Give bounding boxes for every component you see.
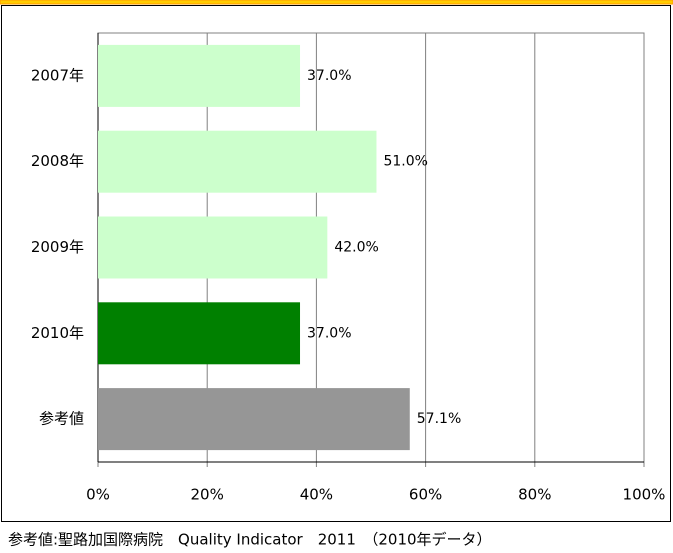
x-tick-label: 80% bbox=[518, 486, 551, 504]
data-label: 37.0% bbox=[307, 68, 351, 84]
bar bbox=[98, 302, 301, 365]
bar bbox=[98, 388, 410, 451]
data-label: 37.0% bbox=[307, 325, 351, 341]
x-tick-label: 0% bbox=[86, 486, 110, 504]
x-tick-label: 20% bbox=[191, 486, 224, 504]
y-tick-label: 2009年 bbox=[31, 238, 84, 256]
x-tick-label: 60% bbox=[409, 486, 442, 504]
note: 参考値:聖路加国際病院 Quality Indicator 2011 （2010… bbox=[8, 531, 492, 549]
x-tick-label: 100% bbox=[623, 486, 666, 504]
x-tick-label: 40% bbox=[300, 486, 333, 504]
data-label: 57.1% bbox=[417, 411, 461, 427]
bar bbox=[98, 44, 301, 107]
y-tick-label: 2007年 bbox=[31, 66, 84, 84]
header-strip bbox=[0, 0, 673, 5]
bar bbox=[98, 130, 377, 193]
data-label: 42.0% bbox=[334, 240, 378, 256]
y-tick-label: 2010年 bbox=[31, 324, 84, 342]
y-tick-label: 2008年 bbox=[31, 152, 84, 170]
bar bbox=[98, 216, 328, 279]
data-label: 51.0% bbox=[383, 154, 427, 170]
y-tick-label: 参考値 bbox=[39, 410, 84, 428]
